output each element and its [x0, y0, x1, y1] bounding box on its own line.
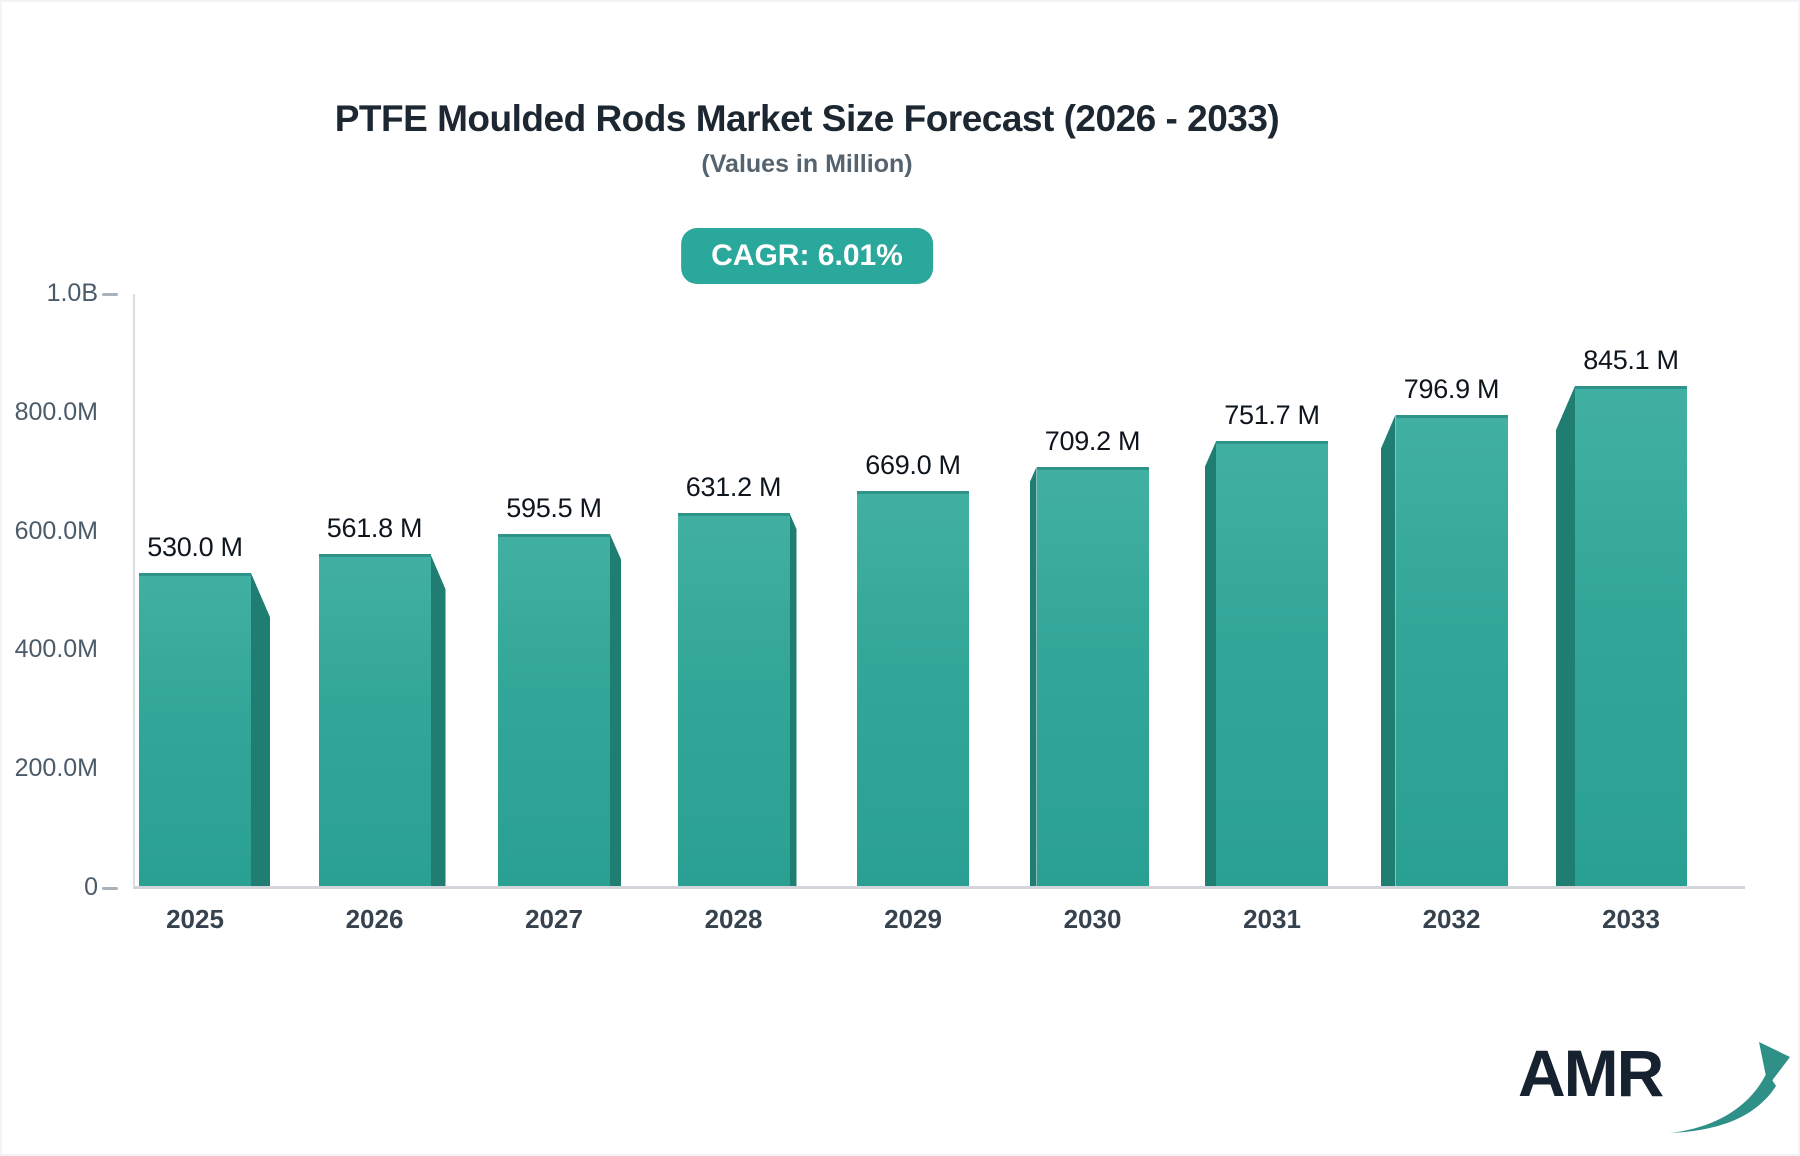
- bar-2026[interactable]: [318, 554, 431, 886]
- bar-2033[interactable]: [1575, 386, 1687, 886]
- chart-subtitle: (Values in Million): [701, 150, 913, 178]
- cagr-badge: CAGR: 6.01%: [681, 228, 933, 284]
- bar-value-label-2029: 669.0 M: [865, 449, 961, 480]
- y-axis-tick-label: 1.0B: [46, 279, 98, 307]
- y-axis-tick-mark: [102, 887, 118, 890]
- bar-value-label-2032: 796.9 M: [1403, 373, 1500, 404]
- bar-2031-side: [1205, 441, 1216, 886]
- bar-2027-side: [610, 534, 621, 886]
- bar-2031[interactable]: [1216, 441, 1328, 886]
- bar-2027[interactable]: [498, 534, 610, 886]
- bar-value-label-2026: 561.8 M: [326, 513, 423, 544]
- x-axis-label-2026: 2026: [345, 904, 404, 934]
- bar-2033-side: [1556, 386, 1575, 886]
- bar-2028[interactable]: [677, 513, 790, 886]
- x-axis-label-2031: 2031: [1243, 904, 1301, 934]
- x-axis-label-2025: 2025: [166, 904, 224, 934]
- growth-arrow-icon: [1670, 1042, 1790, 1133]
- x-axis-label-2032: 2032: [1422, 904, 1481, 934]
- bar-2030-side: [1029, 466, 1037, 886]
- bar-value-label-2033: 845.1 M: [1583, 345, 1679, 375]
- amr-logo-text: AMR: [1518, 1036, 1664, 1110]
- amr-logo: AMR: [1518, 1032, 1790, 1142]
- y-axis-tick-mark: [102, 293, 118, 296]
- bar-2026-side: [430, 554, 446, 886]
- y-axis-tick-label: 400.0M: [14, 635, 98, 664]
- bar-2030[interactable]: [1036, 466, 1149, 886]
- y-axis-tick-label: 200.0M: [14, 754, 98, 783]
- x-axis-label-2029: 2029: [884, 904, 942, 934]
- bar-value-label-2028: 631.2 M: [685, 472, 782, 503]
- bar-value-label-2030: 709.2 M: [1044, 425, 1141, 456]
- y-axis-tick-label: 800.0M: [14, 397, 98, 426]
- bar-2028-side: [789, 513, 797, 886]
- bar-2032[interactable]: [1395, 414, 1508, 886]
- bar-value-label-2027: 595.5 M: [506, 493, 602, 524]
- y-axis-tick-label: 0: [84, 873, 98, 901]
- bar-value-label-2031: 751.7 M: [1224, 400, 1320, 431]
- x-axis-line: [133, 886, 1745, 889]
- bar-2029[interactable]: [857, 490, 969, 886]
- x-axis-label-2033: 2033: [1602, 904, 1660, 934]
- x-axis-label-2030: 2030: [1063, 904, 1122, 934]
- x-axis-label-2027: 2027: [525, 904, 583, 934]
- bar-2025-side: [251, 573, 270, 886]
- y-axis-tick-label: 600.0M: [14, 516, 98, 545]
- chart-title: PTFE Moulded Rods Market Size Forecast (…: [334, 98, 1280, 139]
- x-axis-label-2028: 2028: [704, 904, 763, 934]
- bar-value-label-2025: 530.0 M: [147, 532, 243, 563]
- bar-2032-side: [1380, 414, 1396, 886]
- bar-2025[interactable]: [139, 573, 251, 886]
- y-axis-line: [133, 294, 135, 888]
